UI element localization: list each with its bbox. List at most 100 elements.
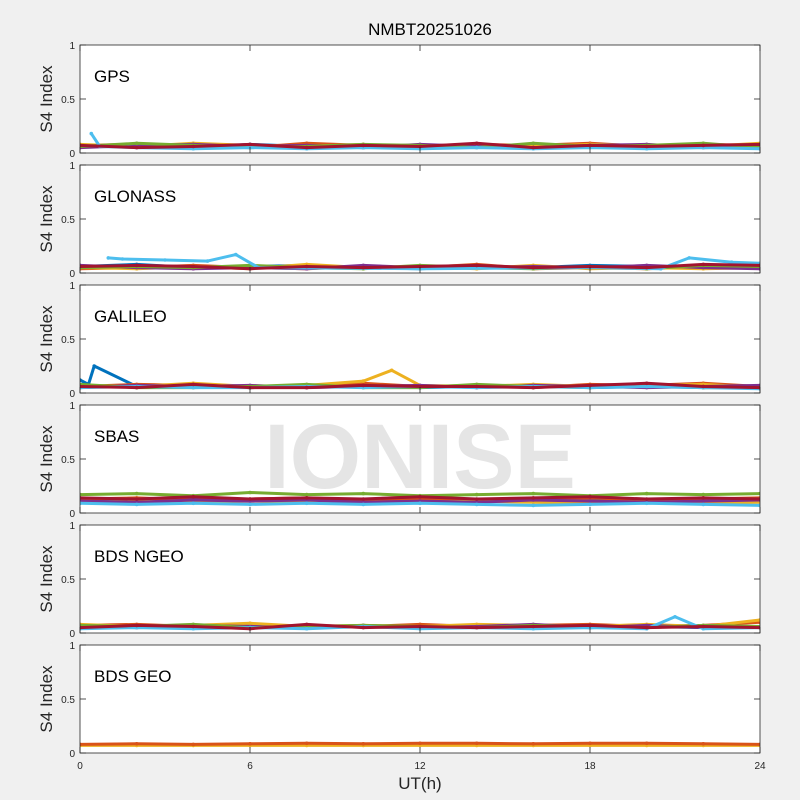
data-point [758, 491, 760, 496]
data-point [644, 491, 649, 496]
x-tick-label: 0 [77, 761, 83, 772]
y-tick-label: 0.5 [61, 695, 75, 706]
data-point [474, 625, 479, 630]
y-tick-label: 1 [69, 641, 75, 652]
y-tick-label: 0.5 [61, 575, 75, 586]
y-tick-label: 0 [69, 269, 75, 280]
data-point [644, 497, 649, 501]
data-point [588, 264, 592, 269]
data-point [474, 384, 479, 389]
data-point [588, 623, 592, 628]
data-point [588, 502, 592, 507]
data-point [531, 491, 536, 496]
data-point [191, 382, 196, 387]
data-point [134, 141, 139, 146]
data-point [531, 624, 536, 629]
data-point [120, 257, 125, 261]
y-axis-label: S4 Index [37, 65, 56, 133]
data-point [474, 741, 479, 746]
data-point [248, 621, 252, 626]
data-point [304, 145, 309, 150]
data-point [588, 383, 592, 388]
data-point [361, 491, 366, 496]
data-point [729, 260, 734, 265]
data-point [644, 625, 649, 630]
data-point [191, 144, 196, 149]
data-point [361, 143, 366, 148]
data-point [644, 265, 649, 270]
data-point [80, 625, 82, 630]
series-group [80, 615, 760, 631]
data-point [474, 502, 479, 507]
data-point [304, 492, 309, 497]
panel-label: SBAS [94, 427, 139, 446]
data-point [205, 259, 210, 263]
y-axis-label: S4 Index [37, 665, 56, 733]
y-tick-label: 0.5 [61, 455, 75, 466]
data-point [673, 615, 677, 619]
data-point [191, 385, 196, 390]
panel-label: BDS GEO [94, 667, 171, 686]
axes-background [80, 645, 760, 753]
data-point [80, 143, 82, 148]
data-point [234, 252, 238, 257]
data-point [701, 384, 706, 389]
data-point [418, 495, 422, 499]
y-tick-label: 0.5 [61, 95, 75, 106]
data-point [134, 502, 139, 507]
data-point [588, 143, 592, 148]
data-point [163, 258, 167, 262]
panel-bds-geo: 0 0.5 1 0 6 12 18 24 S4 Index BDS GEO [37, 641, 766, 772]
data-point [644, 501, 649, 506]
data-point [248, 742, 252, 746]
data-point [248, 490, 252, 495]
data-point [134, 497, 139, 501]
x-tick-label: 18 [584, 761, 596, 772]
x-tick-label: 24 [754, 761, 766, 772]
data-point [531, 145, 536, 150]
data-point [701, 262, 706, 267]
panel-label: GALILEO [94, 307, 167, 326]
data-point [758, 146, 760, 151]
data-point [80, 384, 82, 389]
data-point [361, 383, 366, 388]
data-point [248, 502, 252, 507]
panel-galileo: 0 0.5 1 S4 Index GALILEO [37, 281, 761, 400]
data-point [687, 256, 691, 260]
y-tick-label: 0.5 [61, 335, 75, 346]
data-point [191, 624, 196, 629]
data-point [134, 491, 139, 496]
series-group [80, 741, 760, 748]
axes-background [80, 165, 760, 273]
y-axis-label: S4 Index [37, 305, 56, 373]
axes-background [80, 525, 760, 633]
data-point [191, 498, 196, 502]
data-point [191, 501, 196, 506]
data-point [134, 145, 139, 150]
panel-glonass: 0 0.5 1 S4 Index GLONASS [37, 161, 761, 280]
data-point [531, 742, 536, 746]
x-tick-label: 12 [414, 761, 426, 772]
y-tick-label: 0 [69, 749, 75, 760]
panel-gps: 0 0.5 1 S4 Index GPS [37, 41, 761, 160]
data-point [701, 502, 706, 507]
panels: 0 0.5 1 S4 Index GPS 0 0.5 1 S4 Index GLONASS 0 0.5… [37, 41, 766, 772]
data-point [588, 495, 592, 499]
data-point [361, 265, 366, 270]
data-point [361, 742, 366, 746]
data-point [418, 501, 422, 506]
data-point [644, 381, 649, 386]
data-point [758, 385, 760, 390]
data-point [701, 624, 706, 629]
data-point [80, 742, 82, 747]
y-tick-label: 1 [69, 41, 75, 52]
data-point [191, 264, 196, 269]
figure-title: NMBT20251026 [368, 20, 492, 39]
y-tick-label: 1 [69, 521, 75, 532]
y-tick-label: 0 [69, 509, 75, 520]
data-point [701, 499, 706, 503]
data-point [474, 141, 479, 146]
y-tick-label: 0 [69, 389, 75, 400]
data-point [89, 131, 94, 136]
